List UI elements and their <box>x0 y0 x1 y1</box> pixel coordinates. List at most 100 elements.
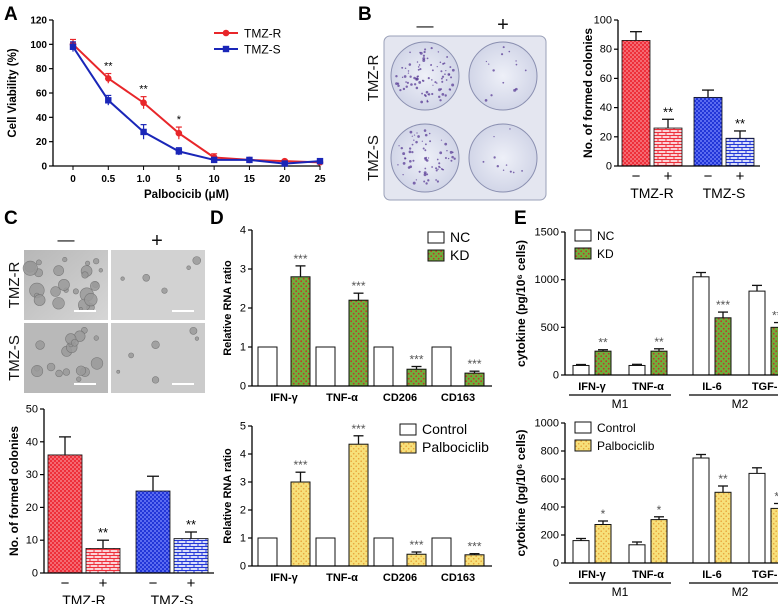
colony-dot <box>408 63 412 66</box>
colony-dot <box>450 76 453 79</box>
significance-mark: * <box>657 503 662 517</box>
group-label: TMZ-R <box>630 185 674 201</box>
y-tick-label: 1 <box>240 533 246 545</box>
bar-chart-c: 0 10 20 30 40 50 No. of formed colonies − ** + − **… <box>7 404 214 604</box>
cell-colony <box>22 260 38 276</box>
colony-dot <box>410 83 413 86</box>
bar <box>748 290 766 376</box>
bar <box>621 40 651 167</box>
bar <box>135 490 171 574</box>
colony-dot <box>427 77 430 80</box>
y-tick-label: 0 <box>553 370 559 382</box>
cell-colony <box>194 336 200 341</box>
x-tick-label: TNF-α <box>326 392 358 404</box>
colony-dot <box>450 159 453 162</box>
data-point <box>316 157 324 165</box>
bar <box>464 554 485 567</box>
y-tick-label: 60 <box>600 73 612 85</box>
significance-mark: *** <box>409 538 423 552</box>
colony-dot <box>425 156 428 159</box>
group-label: TMZ-R <box>62 592 106 604</box>
legend-label: Palbociclib <box>597 439 655 453</box>
bar <box>594 350 612 376</box>
y-tick-label: 400 <box>541 502 559 514</box>
colony-dot <box>397 84 400 87</box>
legend-label: KD <box>597 247 614 261</box>
panel-letter-c: C <box>4 208 18 229</box>
x-tick-label: IL-6 <box>702 381 722 393</box>
colony-dot <box>439 99 442 102</box>
cell-colony <box>192 256 202 265</box>
significance-mark: *** <box>293 252 307 266</box>
bar <box>257 537 278 567</box>
significance-mark: ** <box>98 525 108 540</box>
colony-dot <box>427 93 429 96</box>
bar <box>348 299 369 387</box>
group-label: M1 <box>612 585 629 599</box>
bar-chart-e-top: 0 500 1000 1500 cytokine (pg/10⁶ cells) ** IFN… <box>514 227 778 411</box>
x-tick-label: TNF-α <box>632 381 664 393</box>
data-point <box>246 156 253 164</box>
colony-dot <box>439 61 442 64</box>
colony-dot <box>435 179 437 181</box>
colony-dot <box>413 83 417 86</box>
cell-colony <box>85 260 91 266</box>
photo-c-row-tmzs: TMZ-S <box>6 335 23 381</box>
y-tick-label: 120 <box>30 16 47 27</box>
colony-dot <box>403 75 407 78</box>
colony-dot <box>417 135 420 138</box>
photo-b-col-minus: — <box>417 16 434 35</box>
colony-dot <box>421 79 424 82</box>
significance-mark: *** <box>716 298 730 312</box>
x-tick-label: 0.5 <box>101 174 115 185</box>
bar <box>290 481 311 567</box>
colony-dot <box>423 180 426 183</box>
colony-dot <box>485 60 488 63</box>
panel-letter-a: A <box>4 4 18 25</box>
colony-dot <box>419 68 422 71</box>
colony-dot <box>451 151 454 154</box>
group-label: TMZ-S <box>151 592 194 604</box>
colony-dot <box>422 57 426 61</box>
colony-dot <box>431 166 434 168</box>
colony-dot <box>417 66 420 68</box>
colony-dot <box>434 81 437 84</box>
cell-colony <box>93 258 100 265</box>
colony-dot <box>451 83 455 87</box>
cell-colony <box>98 268 103 273</box>
bar-chart-e-bottom: 0 200 400 600 800 1000 cytokine (pg/10⁶ cells)… <box>514 418 778 599</box>
x-tick-label: 5 <box>176 174 182 185</box>
bar <box>290 276 311 387</box>
colony-dot <box>424 48 427 51</box>
x-tick-label: IFN-γ <box>578 569 606 581</box>
significance-mark: * <box>177 114 182 126</box>
cell-colony <box>36 259 42 266</box>
significance-mark: ** <box>104 61 113 73</box>
colony-dot <box>436 66 438 68</box>
bar <box>257 346 278 387</box>
colony-dot <box>444 73 446 76</box>
cell-colony <box>53 265 65 276</box>
colony-dot <box>426 57 429 60</box>
colony-dot <box>444 142 448 146</box>
colony-dot <box>415 140 418 144</box>
colony-dot <box>408 150 412 154</box>
bar <box>348 443 369 567</box>
x-tick-label: 25 <box>314 174 326 185</box>
bar <box>431 346 452 387</box>
x-tick-label: 1.0 <box>137 174 151 185</box>
y-axis-label: cytokine (pg/10⁶ cells) <box>514 240 528 367</box>
legend-label: TMZ-S <box>244 43 281 57</box>
y-tick-label: 1000 <box>535 418 559 430</box>
bar <box>628 544 646 564</box>
cell-colony <box>72 288 79 295</box>
legend-swatch <box>399 441 417 454</box>
colony-dot <box>417 68 420 71</box>
bar-chart-d-top: 0 1 2 3 4 Relative RNA ratio *** IFN-γ *** TNF-α *… <box>222 225 492 404</box>
cell-colony <box>31 365 44 378</box>
colony-dot <box>440 70 443 73</box>
panel-letter-e: E <box>514 208 527 229</box>
significance-mark: ** <box>654 335 664 349</box>
colony-dot <box>443 62 446 65</box>
bar-chart-d-bottom: 0 1 2 3 4 5 Relative RNA ratio *** IFN-γ *** TNF-α… <box>222 421 492 584</box>
